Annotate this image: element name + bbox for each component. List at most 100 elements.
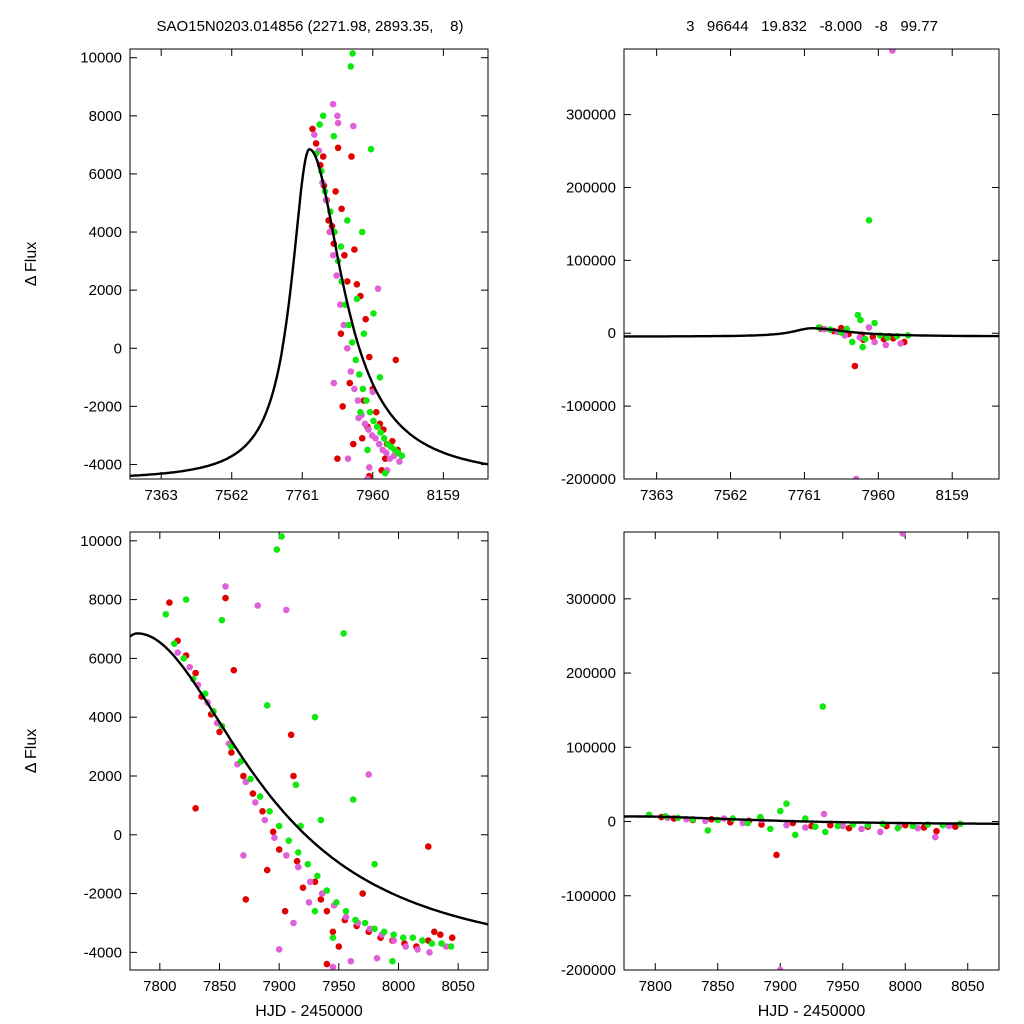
data-point	[240, 772, 247, 780]
data-points	[645, 532, 964, 970]
data-point	[266, 808, 273, 815]
data-point	[317, 816, 325, 824]
data-point	[370, 310, 377, 317]
data-point	[371, 925, 378, 933]
data-point	[425, 843, 432, 850]
x-tick-label: 7950	[322, 978, 355, 995]
data-point	[353, 281, 361, 288]
data-point	[326, 228, 333, 236]
data-point	[318, 890, 326, 897]
data-point	[295, 863, 302, 871]
data-point	[344, 455, 352, 463]
data-point	[364, 446, 371, 454]
x-tick-label: 7950	[826, 978, 859, 995]
data-point	[285, 837, 293, 844]
chart-panel-top-left: 7363 7562 7761 7960 8159 -4000 -2000 0 2000 4000 6…	[23, 48, 489, 504]
data-point	[329, 934, 337, 941]
data-point	[373, 423, 381, 431]
data-point	[256, 793, 264, 800]
y-tick-label: -4000	[84, 456, 122, 473]
data-point	[858, 825, 865, 833]
data-point	[819, 703, 827, 710]
y-tick-label: 300000	[566, 107, 616, 124]
data-point	[337, 330, 345, 338]
data-point	[283, 606, 290, 614]
data-point	[447, 943, 455, 950]
data-point	[820, 810, 828, 818]
data-point	[376, 374, 384, 381]
data-point	[352, 916, 359, 924]
data-point	[273, 546, 281, 553]
data-point	[334, 112, 341, 120]
data-point	[346, 379, 354, 387]
series-magenta	[821, 49, 904, 479]
data-point	[317, 896, 325, 903]
data-point	[312, 140, 320, 147]
data-point	[337, 243, 345, 250]
data-point	[287, 731, 295, 739]
data-point	[281, 907, 289, 915]
data-point	[894, 824, 902, 832]
chart-panel-bottom-left: 7800 7850 7900 7950 8000 8050 -4000 -2000 0 2000 4…	[23, 531, 489, 1020]
data-point	[356, 371, 363, 378]
data-point	[366, 464, 373, 471]
data-point	[347, 957, 355, 965]
x-tick-label: 7761	[788, 487, 821, 504]
x-tick-label: 7900	[262, 978, 295, 995]
y-tick-label: 6000	[89, 166, 122, 183]
data-point	[409, 934, 417, 941]
y-tick-label: -100000	[561, 398, 616, 415]
data-point	[338, 205, 345, 213]
data-point	[773, 851, 780, 859]
data-point	[366, 353, 373, 361]
model-curve	[624, 327, 999, 338]
data-point	[933, 827, 940, 835]
data-point	[370, 417, 377, 425]
data-point	[222, 583, 229, 590]
y-tick-label: 200000	[566, 179, 616, 196]
data-point	[334, 144, 342, 152]
data-point	[319, 153, 327, 160]
data-point	[299, 884, 307, 891]
data-point	[371, 860, 378, 868]
x-tick-label: 7562	[714, 487, 747, 504]
data-point	[374, 285, 382, 293]
data-point	[862, 335, 869, 343]
data-point	[827, 821, 834, 829]
x-tick-label: 8159	[936, 487, 969, 504]
data-point	[334, 455, 341, 463]
data-point	[305, 899, 313, 906]
data-point	[363, 397, 370, 404]
data-point	[323, 960, 331, 968]
data-point	[355, 414, 362, 422]
data-point	[283, 852, 290, 859]
data-point	[428, 940, 436, 947]
data-point	[365, 771, 373, 778]
x-tick-label: 7900	[764, 978, 797, 995]
x-tick-label: 7363	[145, 487, 178, 504]
data-point	[871, 338, 878, 346]
data-point	[292, 781, 300, 789]
data-points	[162, 533, 456, 970]
y-tick-label: -100000	[561, 888, 616, 905]
data-point	[834, 822, 842, 830]
data-point	[304, 860, 312, 868]
y-axis-label: Δ Flux	[23, 729, 40, 773]
data-point	[865, 324, 873, 331]
data-point	[295, 849, 302, 856]
data-point	[230, 666, 238, 674]
data-point	[364, 475, 371, 479]
data-point	[852, 475, 860, 479]
data-point	[360, 330, 368, 338]
data-point	[311, 878, 319, 886]
data-points	[815, 49, 912, 479]
data-point	[352, 356, 360, 364]
data-point	[347, 368, 355, 375]
data-point	[812, 823, 819, 830]
data-point	[329, 928, 337, 936]
data-point	[373, 954, 381, 962]
data-point	[884, 334, 891, 341]
data-point	[340, 321, 348, 329]
data-point	[333, 272, 340, 279]
data-point	[259, 808, 266, 815]
